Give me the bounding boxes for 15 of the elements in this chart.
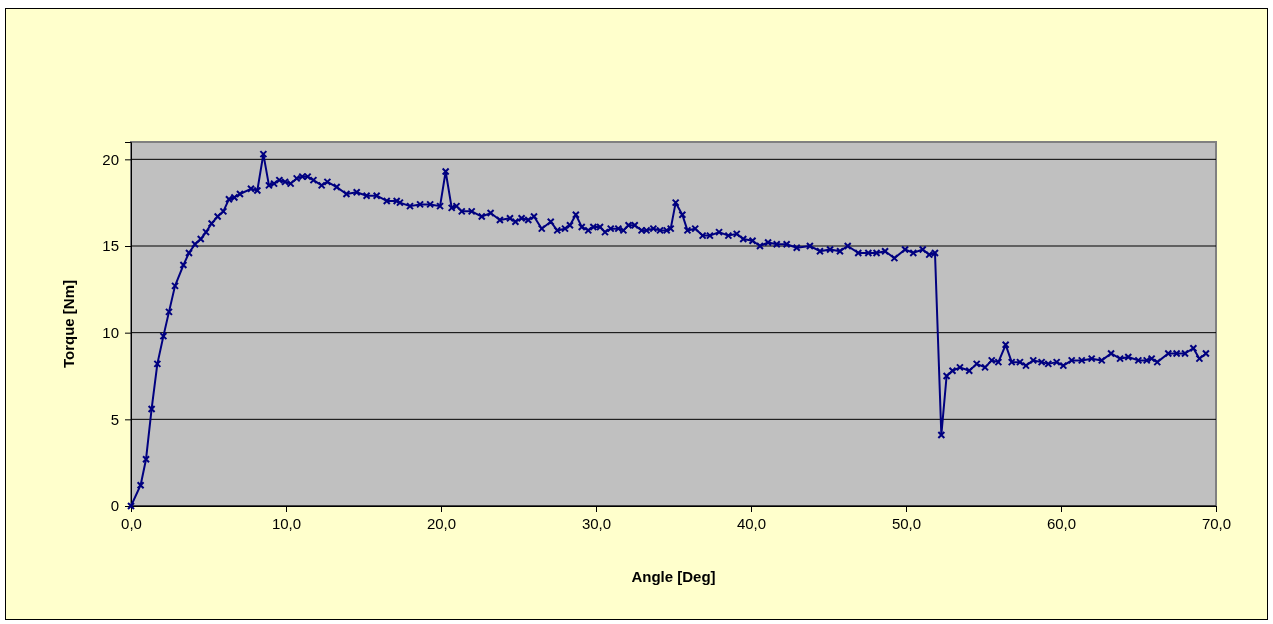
x-tick-label: 50,0 — [891, 514, 922, 532]
x-tick-label: 40,0 — [736, 514, 767, 532]
x-tick-label: 0,0 — [121, 514, 142, 532]
y-axis-title: Torque [Nm] — [60, 279, 77, 369]
x-tick-label: 10,0 — [271, 514, 302, 532]
x-tick-label: 70,0 — [1201, 514, 1232, 532]
x-tick-label: 60,0 — [1046, 514, 1077, 532]
y-tick-label: 15 — [102, 237, 119, 255]
y-tick-label: 5 — [110, 410, 119, 428]
y-tick-label: 20 — [102, 150, 119, 168]
x-tick-label: 30,0 — [581, 514, 612, 532]
y-tick-label: 0 — [110, 497, 119, 515]
x-tick-label: 20,0 — [426, 514, 457, 532]
y-tick-label: 10 — [102, 323, 119, 341]
x-axis-title: Angle [Deg] — [631, 568, 716, 585]
